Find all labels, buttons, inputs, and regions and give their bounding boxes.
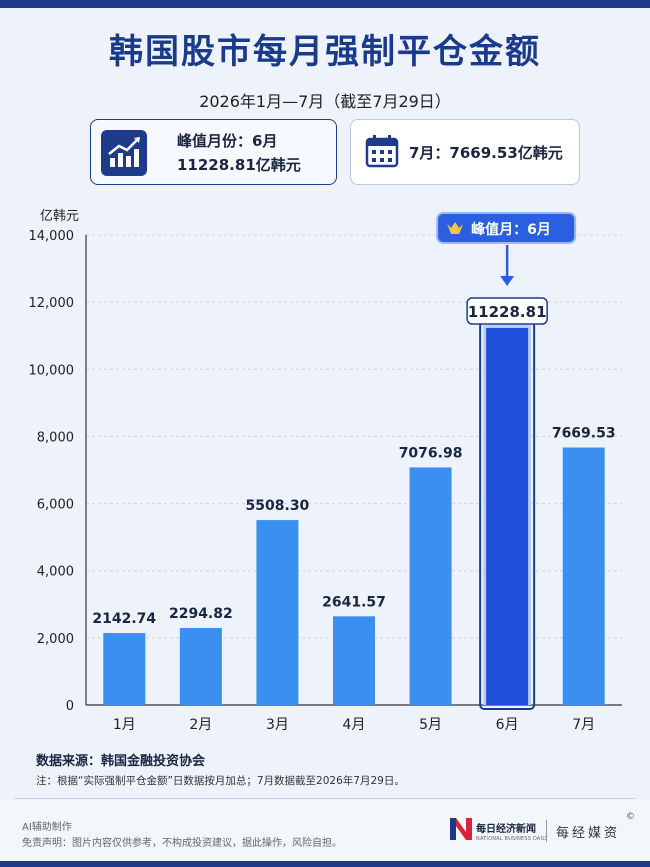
peak-callout-text: 峰值月：6月 xyxy=(471,221,551,238)
bar xyxy=(103,633,146,705)
data-label: 5508.30 xyxy=(246,498,310,514)
y-tick-label: 0 xyxy=(66,699,74,714)
logo-name: 每日经济新闻 xyxy=(476,824,536,835)
y-tick-label: 12,000 xyxy=(29,296,75,311)
callout-arrow-head xyxy=(500,276,515,286)
bar xyxy=(256,520,299,705)
peak-label-box xyxy=(466,297,548,325)
footer-divider xyxy=(14,798,636,799)
data-label: 7669.53 xyxy=(552,426,616,442)
data-label: 2294.82 xyxy=(169,606,233,622)
july-value-box: 7月：7669.53亿韩元 xyxy=(350,119,580,185)
july-value-text: 7月：7669.53亿韩元 xyxy=(409,144,563,162)
calendar-icon xyxy=(365,134,399,168)
x-tick-label: 1月 xyxy=(113,717,136,733)
peak-callout-box xyxy=(436,212,577,244)
logo-english: NATIONAL BUSINESS DAILY xyxy=(476,836,548,842)
bar xyxy=(179,627,222,705)
peak-month-value: 11228.81亿韩元 xyxy=(177,156,301,174)
copyright-mark: © xyxy=(626,812,635,822)
bar xyxy=(409,467,452,705)
logo-separator xyxy=(546,820,547,842)
data-label: 7076.98 xyxy=(399,445,463,461)
y-tick-label: 4,000 xyxy=(37,565,74,580)
data-label: 2641.57 xyxy=(322,594,386,610)
bar-chart: 0 2,000 4,000 6,000 8,000 10,000 12,000 14,000 2… xyxy=(29,212,622,733)
top-accent-bar xyxy=(0,0,650,8)
crown-icon xyxy=(447,222,464,234)
y-tick-label: 8,000 xyxy=(37,430,74,445)
data-label: 11228.81 xyxy=(468,303,547,321)
x-tick-label: 5月 xyxy=(419,717,442,733)
x-tick-label: 7月 xyxy=(572,717,595,733)
data-label: 2142.74 xyxy=(92,611,156,627)
y-tick-label: 14,000 xyxy=(29,229,75,244)
page-title: 韩国股市每月强制平仓金额 xyxy=(109,32,541,72)
logo-brand: 每经媒资 xyxy=(556,826,621,841)
y-tick-label: 2,000 xyxy=(37,632,74,647)
x-tick-label: 6月 xyxy=(496,717,519,733)
disclaimer: 免责声明：图片内容仅供参考，不构成投资建议，据此操作，风险自担。 xyxy=(22,838,342,849)
bar xyxy=(562,447,605,705)
y-axis-unit: 亿韩元 xyxy=(40,209,80,224)
x-tick-label: 4月 xyxy=(343,717,366,733)
x-tick-label: 3月 xyxy=(266,717,289,733)
trend-chart-icon xyxy=(101,130,147,176)
peak-month-label: 峰值月份：6月 xyxy=(177,132,278,150)
footer xyxy=(0,800,650,867)
y-tick-label: 6,000 xyxy=(37,498,74,513)
bottom-accent-bar xyxy=(0,861,650,867)
ai-label: AI辅助制作 xyxy=(22,822,72,833)
peak-month-box: 峰值月份：6月 11228.81亿韩元 xyxy=(90,119,337,185)
footnote: 注：根据“实际强制平仓金额”日数据按月加总；7月数据截至2026年7月29日。 xyxy=(36,775,405,787)
y-tick-label: 10,000 xyxy=(29,363,75,378)
data-source: 数据来源：韩国金融投资协会 xyxy=(36,754,206,769)
page-subtitle: 2026年1月—7月（截至7月29日） xyxy=(199,92,451,111)
bar xyxy=(333,616,375,705)
nbd-logo-icon xyxy=(448,816,474,842)
bar xyxy=(486,328,529,705)
x-tick-label: 2月 xyxy=(189,717,212,733)
